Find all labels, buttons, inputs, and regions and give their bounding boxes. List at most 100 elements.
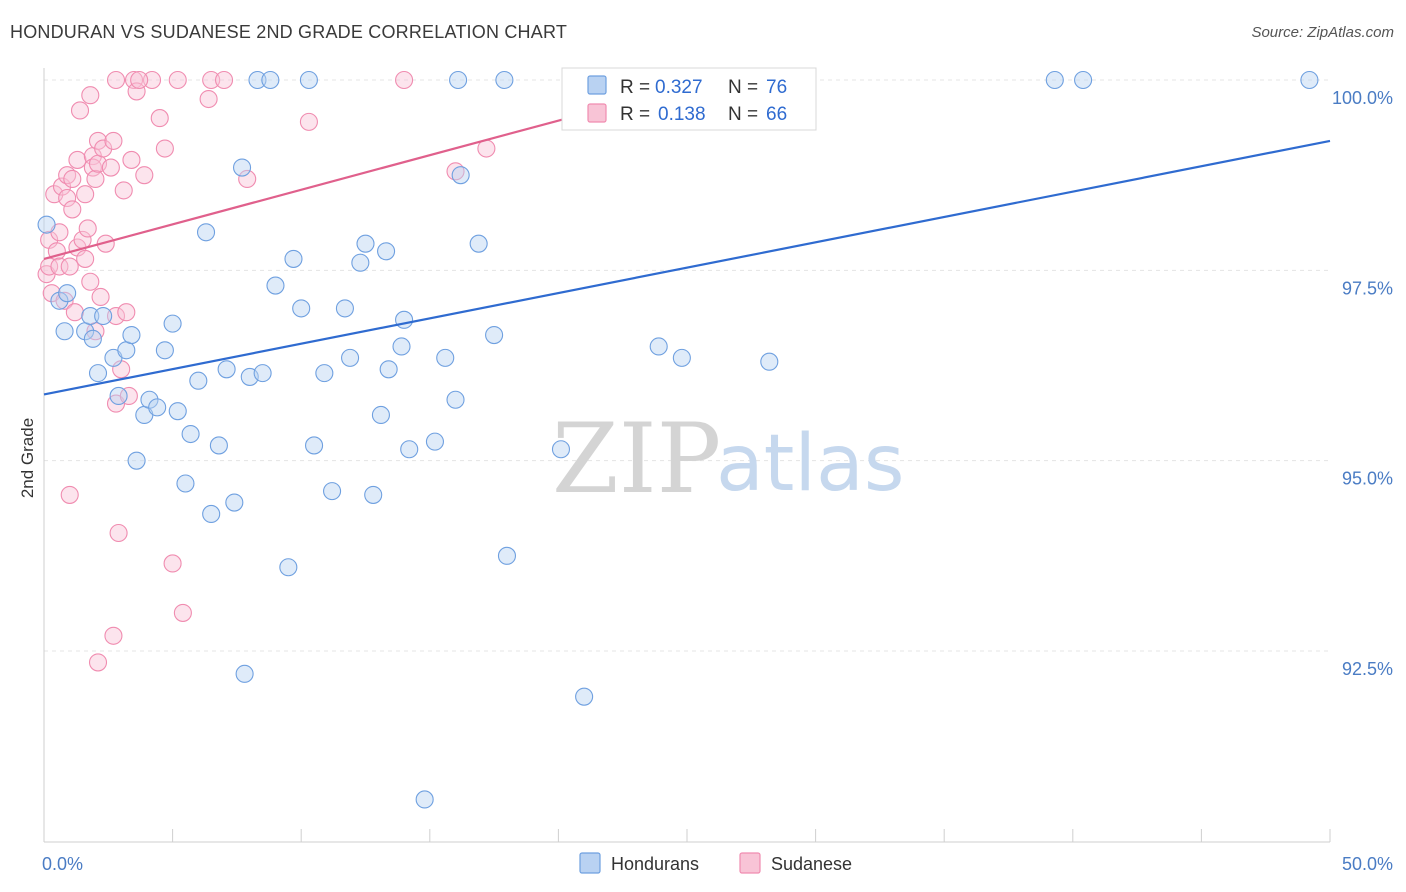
honduran-point <box>672 348 691 367</box>
honduran-point <box>279 558 298 577</box>
honduran-point <box>261 70 280 90</box>
y-tick-label: 95.0% <box>1342 469 1393 489</box>
honduran-point <box>253 364 272 383</box>
sudanese-point <box>199 89 218 109</box>
honduran-point <box>400 440 419 459</box>
sudanese-point <box>94 139 113 158</box>
sudanese-point <box>50 257 69 276</box>
sudanese-point <box>68 150 87 169</box>
legend-r-label-sudanese: R = <box>620 104 650 125</box>
series-legend: Hondurans Sudanese <box>579 852 852 874</box>
honduran-point <box>364 485 383 504</box>
legend-n-value-sudanese: 66 <box>766 104 787 125</box>
sudanese-point <box>52 177 72 196</box>
legend-n-label-sudanese: N = <box>728 104 758 125</box>
y-tick-label: 92.5% <box>1342 659 1393 679</box>
honduran-point <box>50 291 69 310</box>
sudanese-trend-line <box>43 114 577 260</box>
honduran-point <box>189 371 208 390</box>
honduran-point <box>415 790 434 809</box>
honduran-point <box>163 314 182 333</box>
sudanese-point <box>63 200 82 219</box>
sudanese-point <box>65 303 84 322</box>
honduran-point <box>323 482 342 501</box>
sudanese-point <box>214 70 234 90</box>
sudanese-point <box>168 70 187 90</box>
legend-n-value-hondurans: 76 <box>766 77 787 98</box>
honduran-point <box>266 276 285 295</box>
honduran-point <box>451 166 470 185</box>
honduran-point <box>392 337 411 356</box>
honduran-point <box>235 664 254 683</box>
honduran-point <box>196 223 216 242</box>
sudanese-point <box>155 139 174 158</box>
stats-legend: R = 0.327 N = 76 R = 0.138 N = 66 <box>561 67 817 131</box>
honduran-point <box>299 70 318 90</box>
sudanese-point <box>78 219 97 238</box>
sudanese-point <box>70 101 90 120</box>
honduran-point <box>356 234 375 253</box>
honduran-point <box>351 253 370 272</box>
sudanese-point <box>117 303 136 322</box>
honduran-point <box>760 352 779 371</box>
honduran-point <box>225 493 244 512</box>
sudanese-point <box>58 188 77 208</box>
honduran-point <box>117 341 136 360</box>
sudanese-point <box>106 306 126 326</box>
sudanese-point <box>238 169 257 189</box>
honduran-point <box>1074 70 1093 90</box>
honduran-point <box>284 249 303 268</box>
honduran-point <box>1300 70 1319 90</box>
honduran-point <box>649 337 668 356</box>
x-tick-label-min: 0.0% <box>42 854 83 874</box>
x-tick-label-max: 50.0% <box>1342 854 1393 874</box>
sudanese-point <box>127 82 146 101</box>
honduran-point <box>94 306 113 326</box>
honduran-point <box>181 424 200 444</box>
sudanese-point <box>135 166 154 185</box>
sudanese-point <box>81 86 100 105</box>
honduran-point <box>155 341 174 360</box>
honduran-point <box>371 405 390 425</box>
legend-r-value-sudanese: 0.138 <box>658 104 706 125</box>
honduran-point <box>446 390 465 409</box>
honduran-point <box>485 325 504 345</box>
honduran-point <box>168 402 187 421</box>
sudanese-point <box>163 554 182 573</box>
honduran-point <box>1045 70 1064 90</box>
bottom-legend-swatch-sudanese <box>739 852 761 874</box>
honduran-point <box>315 364 334 383</box>
honduran-point <box>425 432 444 451</box>
sudanese-point <box>106 70 126 90</box>
legend-swatch-hondurans <box>587 75 607 95</box>
watermark-zip: ZIP <box>552 403 721 515</box>
source-credit: Source: ZipAtlas.com <box>1251 24 1394 41</box>
sudanese-point <box>104 131 123 150</box>
honduran-points <box>37 70 1319 809</box>
honduran-point <box>202 504 221 524</box>
sudanese-points <box>37 70 496 672</box>
honduran-point <box>436 348 455 367</box>
honduran-point <box>575 687 594 706</box>
honduran-point <box>88 364 108 383</box>
sudanese-point <box>76 185 95 204</box>
bottom-legend-swatch-hondurans <box>579 852 601 874</box>
honduran-point <box>109 386 128 406</box>
sudanese-point <box>150 109 169 128</box>
sudanese-point <box>173 603 192 622</box>
honduran-point <box>449 70 468 90</box>
sudanese-point <box>104 626 123 645</box>
honduran-point <box>122 325 141 345</box>
y-axis-label: 2nd Grade <box>18 418 37 498</box>
sudanese-point <box>299 112 318 131</box>
sudanese-point <box>395 70 414 90</box>
honduran-point <box>305 436 324 455</box>
legend-r-label-hondurans: R = <box>620 77 650 98</box>
bottom-legend-label-sudanese: Sudanese <box>771 854 852 874</box>
sudanese-point <box>101 158 120 177</box>
sudanese-point <box>60 257 79 276</box>
honduran-point <box>292 299 311 318</box>
sudanese-point <box>109 523 128 543</box>
honduran-point <box>248 70 267 90</box>
